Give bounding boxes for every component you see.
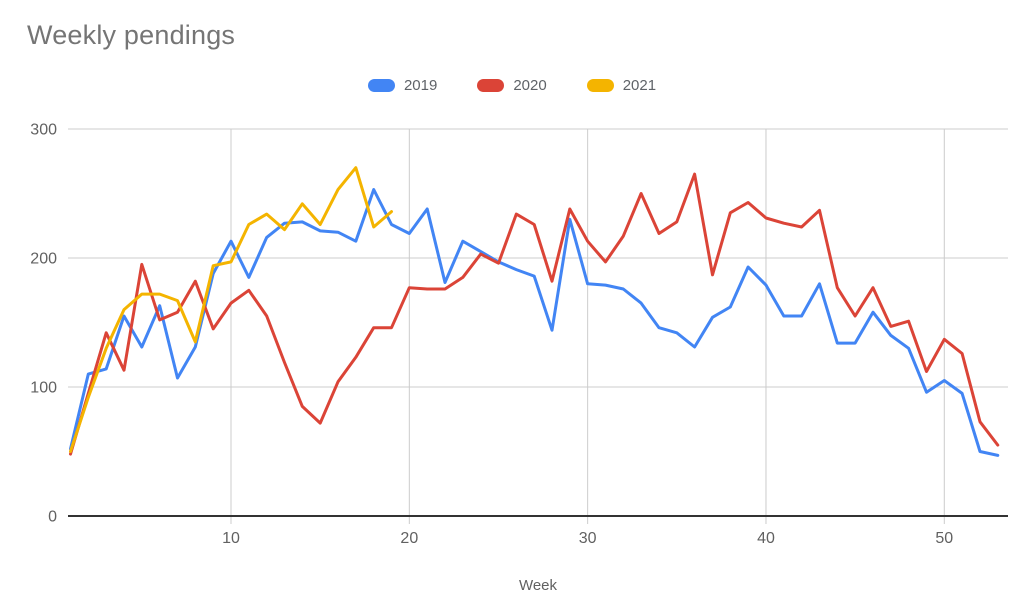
y-tick-label-300: 300: [30, 122, 57, 139]
legend-item-2020: 2020: [477, 77, 547, 94]
x-tick-label-40: 40: [757, 530, 775, 547]
legend-label-2021: 2021: [622, 77, 657, 94]
chart-legend: 2019 2020 2021: [0, 77, 1024, 94]
legend-item-2019: 2019: [367, 77, 438, 94]
chart-title: Weekly pendings: [27, 20, 236, 50]
x-tick-label-20: 20: [400, 530, 418, 547]
legend-label-2019: 2019: [403, 77, 438, 94]
legend-label-2020: 2020: [513, 77, 547, 94]
legend-swatch-2019: [367, 79, 395, 92]
series-line-2021: [69, 166, 393, 453]
x-tick-label-10: 10: [222, 530, 240, 547]
y-tick-label-100: 100: [30, 380, 57, 397]
y-tick-label-0: 0: [48, 509, 57, 526]
series-line-2020: [69, 172, 1000, 456]
legend-item-2021: 2021: [586, 77, 657, 94]
x-axis-title: Week: [518, 577, 558, 594]
legend-swatch-2021: [586, 79, 614, 92]
legend-swatch-2020: [477, 79, 505, 92]
x-tick-label-30: 30: [579, 530, 597, 547]
series-line-2019: [69, 188, 1000, 457]
x-tick-label-50: 50: [935, 530, 953, 547]
y-tick-label-200: 200: [30, 251, 57, 268]
